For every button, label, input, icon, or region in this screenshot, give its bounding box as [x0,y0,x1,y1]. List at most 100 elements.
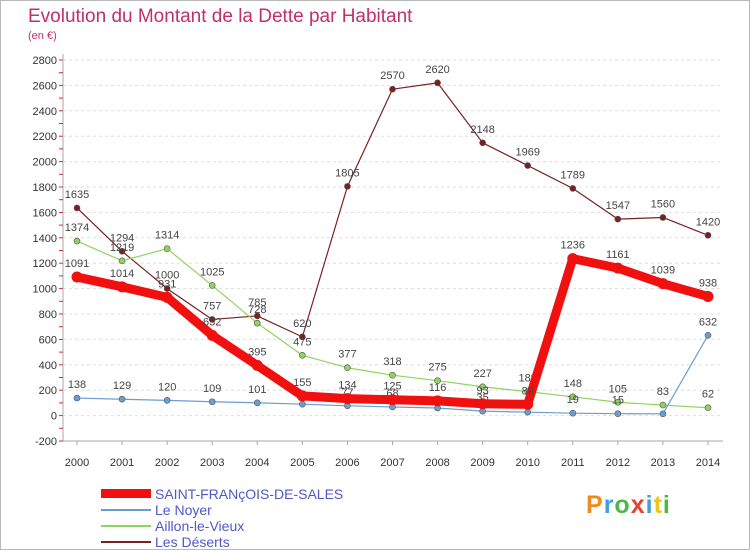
data-point [208,282,216,289]
data-label: 1236 [561,240,585,252]
data-label: 93 [477,385,489,397]
data-point [704,404,712,412]
x-tick-label: 2003 [200,457,224,469]
data-point [524,408,532,416]
data-point [434,377,441,384]
data-point [569,393,577,401]
data-label: 2148 [470,124,494,136]
data-label: 125 [383,381,401,393]
data-label: 109 [203,383,221,395]
data-label: 105 [609,383,627,395]
x-tick-label: 2002 [155,457,179,469]
y-tick-label: 800 [39,309,57,321]
data-point [612,262,624,274]
data-point [163,285,171,292]
data-point [206,329,218,341]
data-point [118,395,126,403]
data-label: 120 [158,381,176,393]
data-point [73,237,81,245]
x-tick-label: 2014 [696,457,720,469]
y-tick-label: 2400 [33,106,57,118]
y-tick-label: 1400 [33,233,57,245]
data-point [163,245,171,253]
y-tick-label: 2600 [33,80,57,92]
data-point [389,85,396,93]
chart-subtitle: (en €) [28,30,57,42]
data-label: 62 [702,389,714,401]
legend-swatch-aillon [101,525,151,527]
data-point [118,257,126,265]
data-label: 395 [248,346,266,358]
data-label: 785 [248,297,266,309]
legend-label-les-deserts: Les Déserts [155,534,230,550]
data-point [569,409,577,417]
data-label: 1969 [515,147,539,159]
data-label: 89 [522,385,534,397]
x-tick-label: 2008 [425,457,449,469]
data-point [344,364,351,372]
y-tick-label: 2200 [33,131,57,143]
data-point [253,312,261,320]
data-point [299,400,306,408]
data-point [161,291,173,303]
proxiti-logo: Proxiti [586,491,671,520]
data-label: 318 [383,356,401,368]
logo-letter: x [630,491,646,519]
x-tick-label: 2011 [561,457,585,469]
data-label: 134 [338,380,356,392]
data-label: 632 [203,316,221,328]
data-label: 129 [113,380,131,392]
data-label: 757 [203,300,221,312]
y-tick-label: 200 [39,385,57,397]
legend-label-aillon: Aillon-le-Vieux [155,518,245,534]
data-label: 931 [158,278,176,290]
data-point [477,398,489,410]
logo-letter: i [662,491,671,519]
legend-swatch-le-noyer [101,509,151,511]
data-point [704,332,712,339]
data-point [208,398,216,406]
data-label: 1025 [200,266,224,278]
data-point [387,394,398,406]
data-point [704,231,712,239]
data-label: 475 [293,336,311,348]
data-point [614,410,622,417]
data-point [299,351,306,359]
y-tick-label: 1000 [33,284,57,296]
logo-letter: t [653,491,663,519]
data-label: 275 [428,362,446,374]
data-label: 1547 [606,200,630,212]
data-point [702,290,714,302]
data-point [659,401,667,409]
data-point [71,271,83,283]
data-label: 19 [567,394,579,406]
data-point [567,253,579,265]
data-label: 116 [429,382,447,394]
x-tick-label: 2006 [335,457,359,469]
data-label: 2570 [380,70,404,82]
data-label: 1039 [651,265,675,277]
data-label: 148 [564,378,582,390]
data-point [569,185,577,192]
x-tick-label: 2004 [245,457,269,469]
data-point [522,398,534,410]
data-label: 1374 [65,222,89,234]
data-label: 1420 [696,216,720,228]
data-point [296,390,308,402]
legend-label-saint-francois: SAINT-FRANçOIS-DE-SALES [155,486,344,502]
data-point [344,183,351,190]
data-label: 1161 [606,249,630,261]
chart-title: Evolution du Montant de la Dette par Hab… [28,6,413,27]
data-point [118,247,126,255]
data-point [524,162,532,169]
data-label: 1000 [155,270,179,282]
data-label: 632 [699,316,717,328]
data-label: 1805 [335,167,359,179]
data-point [614,398,622,406]
data-label: 1635 [65,189,89,201]
data-point [251,359,263,371]
logo-letter: P [586,491,604,519]
x-tick-label: 2009 [470,457,494,469]
y-tick-label: 0 [51,411,57,423]
